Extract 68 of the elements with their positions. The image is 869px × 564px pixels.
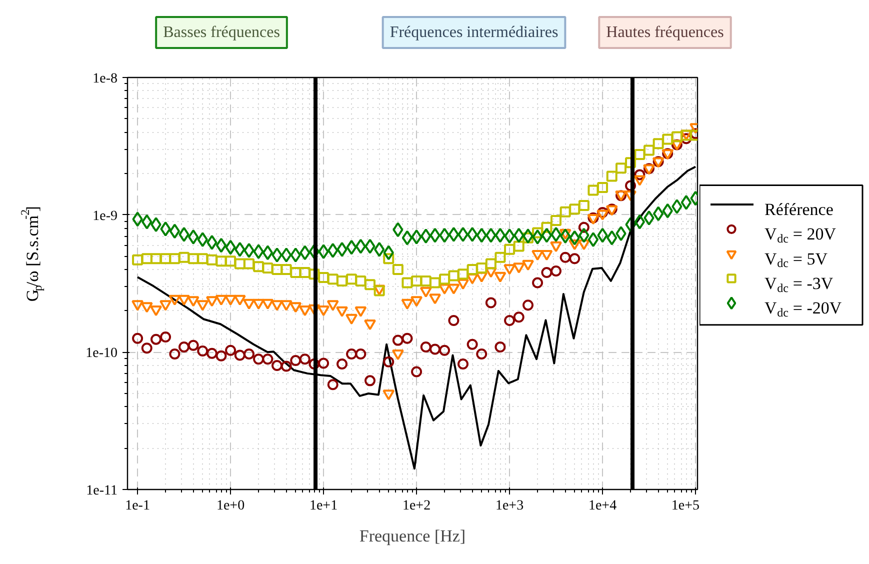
point — [225, 344, 236, 356]
point — [150, 334, 162, 345]
legend-label: Référence — [764, 200, 834, 220]
y-tick-label: 1e-10 — [86, 346, 118, 362]
point — [308, 358, 320, 370]
y-tick-label: 1e-9 — [92, 208, 118, 224]
point — [132, 332, 144, 344]
x-tick-label: 1e+2 — [402, 498, 431, 514]
x-tick-label: 1e+4 — [588, 498, 617, 514]
point — [188, 340, 199, 351]
point — [234, 350, 246, 361]
point — [532, 277, 544, 288]
point — [420, 342, 432, 353]
point — [244, 348, 255, 360]
point — [522, 300, 534, 311]
text: Hautes fréquences — [606, 24, 724, 41]
point — [355, 348, 366, 360]
point — [411, 366, 422, 378]
text: Basses fréquences — [163, 24, 280, 41]
point — [485, 297, 496, 308]
point — [141, 342, 152, 354]
point — [680, 133, 692, 144]
x-tick-label: 1e-1 — [125, 498, 150, 514]
point — [541, 267, 552, 278]
point — [364, 375, 376, 386]
point — [560, 252, 571, 263]
point — [494, 342, 506, 353]
point — [430, 344, 441, 355]
point — [327, 379, 338, 390]
text: Fréquences intermédiaires — [390, 24, 558, 41]
x-axis-title: Frequence [Hz] — [359, 526, 466, 546]
point — [169, 348, 180, 360]
point — [299, 354, 310, 365]
point — [160, 331, 172, 342]
point — [504, 315, 516, 326]
point — [346, 348, 358, 360]
point — [216, 350, 227, 362]
point — [392, 334, 404, 346]
point — [466, 338, 478, 350]
point — [634, 169, 646, 180]
y-tick-label: 1e-8 — [92, 72, 118, 86]
point — [513, 312, 524, 323]
point — [262, 354, 274, 365]
point — [178, 342, 190, 353]
point — [569, 253, 580, 264]
point — [458, 358, 469, 370]
point — [383, 356, 394, 368]
point — [272, 360, 283, 371]
point — [578, 222, 590, 233]
point — [476, 348, 488, 360]
point — [253, 354, 264, 365]
point — [206, 348, 218, 359]
x-tick-label: 1e+1 — [309, 498, 338, 514]
point — [402, 332, 413, 344]
point — [290, 354, 302, 366]
point — [625, 180, 636, 192]
point — [448, 315, 460, 326]
point — [318, 358, 330, 369]
y-tick-label: 1e-11 — [86, 484, 118, 498]
x-tick-label: 1e+3 — [495, 498, 524, 514]
point — [550, 266, 562, 276]
point — [197, 345, 208, 356]
point — [280, 360, 292, 372]
y-axis-title: Gp/ω [S.s.cm-2] — [18, 206, 45, 302]
point — [439, 344, 450, 356]
point — [336, 358, 348, 370]
x-tick-label: 1e+5 — [671, 498, 700, 514]
x-tick-label: 1e+0 — [216, 498, 245, 514]
